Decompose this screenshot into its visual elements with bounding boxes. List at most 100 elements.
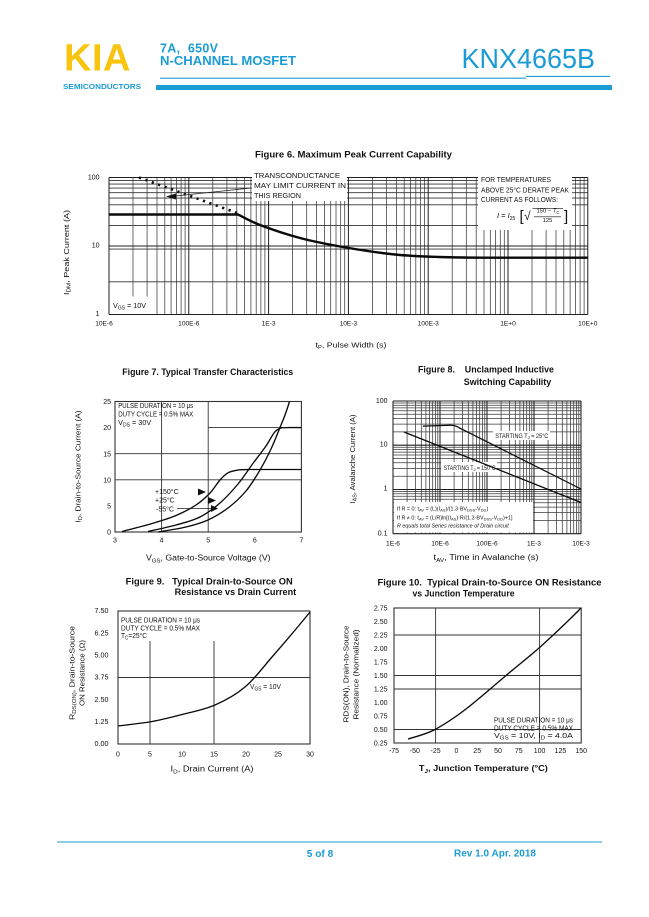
svg-text:1.50: 1.50 — [374, 673, 388, 680]
svg-text:75: 75 — [515, 748, 523, 755]
svg-text:100E-3: 100E-3 — [418, 321, 440, 328]
svg-text:10E-3: 10E-3 — [572, 541, 590, 548]
svg-text:25: 25 — [103, 399, 111, 406]
svg-text:25: 25 — [274, 752, 282, 759]
svg-text:tP, Pulse Width (s): tP, Pulse Width (s) — [316, 341, 388, 352]
svg-text:DUTY CYCLE = 0.5% MAX: DUTY CYCLE = 0.5% MAX — [118, 410, 193, 419]
svg-text:5 of 8: 5 of 8 — [307, 849, 334, 860]
svg-text:2.00: 2.00 — [374, 646, 388, 653]
svg-text:ID, Drain-to-Source Current (A: ID, Drain-to-Source Current (A) — [74, 411, 85, 523]
svg-text:+150°C: +150°C — [155, 488, 179, 496]
svg-text:]: ] — [564, 208, 568, 225]
svg-text:100E-6: 100E-6 — [178, 321, 200, 328]
svg-text:ON Resistance (Ω): ON Resistance (Ω) — [78, 640, 87, 706]
svg-text:tAV, Time in Avalanche (s): tAV, Time in Avalanche (s) — [434, 553, 539, 564]
svg-text:0.00: 0.00 — [95, 739, 109, 748]
svg-text:1.75: 1.75 — [374, 660, 388, 667]
svg-text:MAY LIMIT CURRENT IN: MAY LIMIT CURRENT IN — [254, 181, 346, 190]
svg-text:125: 125 — [555, 748, 567, 755]
svg-text:125: 125 — [543, 218, 553, 224]
svg-text:-55°C: -55°C — [156, 505, 174, 513]
svg-text:7A, 650V: 7A, 650V — [160, 42, 219, 56]
svg-text:DUTY CYCLE = 0.5% MAX: DUTY CYCLE = 0.5% MAX — [494, 724, 573, 732]
svg-text:ID, Drain Current (A): ID, Drain Current (A) — [171, 765, 254, 776]
svg-text:7.50: 7.50 — [95, 606, 109, 615]
svg-text:ABOVE 25°C DERATE PEAK: ABOVE 25°C DERATE PEAK — [481, 186, 569, 195]
svg-text:0.25: 0.25 — [374, 741, 388, 748]
svg-text:10E-6: 10E-6 — [95, 321, 113, 328]
svg-text:15: 15 — [103, 451, 111, 458]
svg-text:STARTING TJ = 150°C: STARTING TJ = 150°C — [444, 465, 497, 472]
svg-text:PULSE DURATION = 10 μs: PULSE DURATION = 10 μs — [121, 616, 200, 625]
svg-text:10E+0: 10E+0 — [578, 321, 598, 328]
svg-text:THIS REGION: THIS REGION — [254, 191, 301, 200]
svg-text:-25: -25 — [431, 748, 441, 755]
svg-text:150 − TC: 150 − TC — [537, 209, 560, 215]
svg-text:150: 150 — [575, 748, 587, 755]
svg-text:If R ≠ 0: tAV = (L/R)ln[(IAS)·: If R ≠ 0: tAV = (L/R)ln[(IAS)·R/(1.3·BVD… — [397, 516, 513, 522]
svg-text:Resistance (Normalized): Resistance (Normalized) — [352, 630, 361, 720]
svg-text:1: 1 — [96, 311, 100, 318]
svg-text:5: 5 — [107, 504, 111, 511]
svg-text:Rev 1.0 Apr. 2018: Rev 1.0 Apr. 2018 — [454, 849, 536, 860]
svg-text:PULSE DURATION = 10 μs: PULSE DURATION = 10 μs — [118, 401, 193, 410]
svg-text:Figure 7. Typical Transfer Cha: Figure 7. Typical Transfer Characteristi… — [122, 367, 293, 377]
svg-text:5: 5 — [206, 538, 210, 545]
svg-text:1E-3: 1E-3 — [262, 321, 276, 328]
svg-text:7: 7 — [299, 538, 303, 545]
svg-text:0.75: 0.75 — [374, 714, 388, 721]
svg-text:5.00: 5.00 — [95, 651, 109, 660]
svg-text:2.50: 2.50 — [374, 619, 388, 626]
svg-text:20: 20 — [103, 425, 111, 432]
svg-text:RDS(ON), Drain-to-Source: RDS(ON), Drain-to-Source — [67, 626, 78, 720]
svg-text:10: 10 — [178, 752, 186, 759]
svg-text:100: 100 — [88, 175, 100, 182]
svg-text:√: √ — [524, 209, 531, 223]
svg-text:10E-6: 10E-6 — [431, 541, 449, 548]
svg-text:VGS = 10V, ID = 4.0A: VGS = 10V, ID = 4.0A — [494, 732, 573, 741]
svg-text:100: 100 — [534, 748, 546, 755]
svg-text:0.50: 0.50 — [374, 727, 388, 734]
svg-text:If R = 0: tAV = (L)(IAS)/(1.3·: If R = 0: tAV = (L)(IAS)/(1.3·BVDSS-VDD) — [397, 507, 488, 513]
svg-text:5: 5 — [148, 752, 152, 759]
svg-text:4: 4 — [160, 538, 164, 545]
svg-text:2.50: 2.50 — [95, 695, 109, 704]
svg-text:TRANSCONDUCTANCE: TRANSCONDUCTANCE — [254, 171, 340, 180]
svg-text:STARTING TJ = 25°C: STARTING TJ = 25°C — [495, 433, 549, 440]
svg-text:0: 0 — [454, 748, 458, 755]
svg-text:0.1: 0.1 — [378, 531, 388, 538]
svg-text:VDS = 30V: VDS = 30V — [118, 418, 151, 429]
svg-text:3.75: 3.75 — [95, 673, 109, 682]
svg-text:1: 1 — [384, 486, 388, 493]
svg-text:1E+0: 1E+0 — [500, 321, 516, 328]
svg-text:100: 100 — [376, 398, 388, 405]
svg-text:10: 10 — [380, 442, 388, 449]
svg-text:PULSE DURATION = 10 μs: PULSE DURATION = 10 μs — [494, 716, 573, 724]
svg-text:10E-3: 10E-3 — [340, 321, 358, 328]
svg-text:RDS(ON), Drain-to-Source: RDS(ON), Drain-to-Source — [342, 625, 351, 722]
svg-text:3: 3 — [113, 538, 117, 545]
svg-text:CURRENT AS FOLLOWS:: CURRENT AS FOLLOWS: — [481, 195, 558, 204]
svg-text:VGS, Gate-to-Source Voltage (V: VGS, Gate-to-Source Voltage (V) — [146, 554, 271, 565]
svg-text:N-CHANNEL MOSFET: N-CHANNEL MOSFET — [160, 54, 296, 68]
svg-text:SEMICONDUCTORS: SEMICONDUCTORS — [63, 82, 141, 91]
svg-text:Figure 10. Typical Drain-to-S: Figure 10. Typical Drain-to-Source ON Re… — [378, 578, 602, 588]
svg-text:vs Junction Temperature: vs Junction Temperature — [413, 589, 515, 599]
svg-text:6.25: 6.25 — [95, 628, 109, 637]
svg-text:10: 10 — [103, 477, 111, 484]
svg-text:IDM, Peak Current (A): IDM, Peak Current (A) — [62, 210, 73, 295]
svg-text:FOR TEMPERATURES: FOR TEMPERATURES — [481, 175, 551, 184]
svg-text:25: 25 — [473, 748, 481, 755]
svg-text:50: 50 — [494, 748, 502, 755]
svg-text:Switching Capability: Switching Capability — [464, 377, 552, 387]
svg-text:VGS = 10V: VGS = 10V — [113, 303, 146, 312]
svg-text:Figure 9. Typical Drain-to-S: Figure 9. Typical Drain-to-Source ON — [126, 577, 293, 587]
svg-text:1E-3: 1E-3 — [527, 541, 541, 548]
svg-text:15: 15 — [210, 752, 218, 759]
svg-text:[: [ — [520, 208, 525, 225]
svg-text:-50: -50 — [410, 748, 420, 755]
svg-text:KNX4665B: KNX4665B — [462, 43, 596, 74]
svg-text:10: 10 — [92, 243, 100, 250]
svg-text:0: 0 — [116, 752, 120, 759]
svg-text:KIA: KIA — [64, 38, 131, 80]
